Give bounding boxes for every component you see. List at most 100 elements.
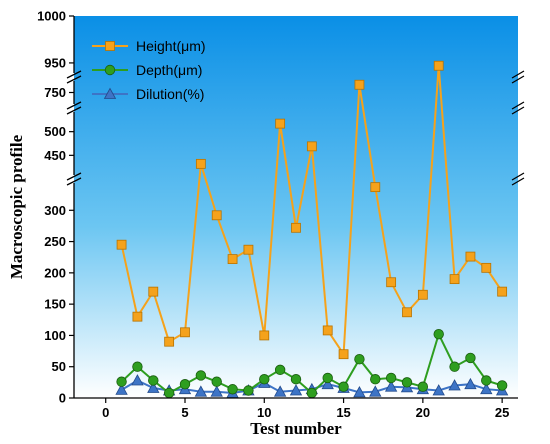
y-axis-title: Macroscopic profile	[7, 134, 26, 279]
data-point	[464, 377, 477, 390]
y-tick-label: 100	[44, 328, 66, 343]
data-point	[385, 372, 397, 384]
data-point	[497, 286, 508, 297]
data-point	[354, 354, 365, 365]
data-point	[338, 381, 349, 392]
y-tick-label: 300	[44, 203, 66, 218]
data-point	[179, 379, 191, 390]
axis-break-mark	[66, 70, 82, 79]
data-point	[481, 375, 492, 386]
data-point	[275, 118, 286, 129]
y-tick-label: 950	[44, 55, 66, 70]
data-point	[180, 327, 190, 338]
x-tick-label: 25	[495, 405, 509, 420]
data-point	[132, 311, 143, 322]
y-tick-label: 450	[44, 148, 66, 163]
data-point	[116, 376, 127, 387]
data-point	[259, 330, 270, 341]
legend-marker	[104, 64, 116, 76]
axis-break-mark	[511, 172, 525, 181]
data-point	[227, 384, 238, 395]
legend-item-0: Height(μm)	[92, 38, 206, 54]
x-tick-label: 20	[416, 405, 430, 420]
data-point	[386, 277, 397, 288]
axis-break-mark	[66, 177, 82, 186]
data-point	[227, 254, 238, 264]
plot-background	[74, 16, 518, 398]
data-point	[243, 244, 254, 255]
data-point	[131, 374, 144, 386]
y-tick-label: 500	[44, 124, 66, 139]
data-point	[338, 349, 349, 360]
x-tick-label: 0	[102, 405, 109, 420]
data-point	[306, 387, 318, 399]
axis-break-mark	[511, 75, 525, 84]
data-point	[449, 361, 460, 372]
data-point	[370, 374, 381, 385]
series-0	[116, 60, 508, 360]
legend-label: Depth(μm)	[136, 62, 202, 78]
data-point	[465, 251, 476, 262]
y-tick-label: 150	[44, 297, 66, 312]
axes: 0 50 100 150 200 250 300 450 500 750 950 1000 0 5 10 15…	[37, 9, 525, 420]
data-point	[148, 375, 159, 386]
data-point	[402, 307, 412, 318]
data-point	[211, 376, 222, 387]
data-point	[384, 380, 398, 392]
data-point	[433, 60, 444, 71]
data-point	[480, 382, 493, 395]
axis-break-mark	[66, 172, 82, 181]
data-point	[370, 182, 381, 193]
y-tick-label: 50	[52, 359, 66, 374]
data-point	[291, 222, 301, 233]
data-point	[259, 374, 270, 385]
data-point	[417, 289, 428, 300]
legend-label: Dilution(%)	[136, 86, 204, 102]
x-tick-label: 10	[257, 405, 271, 420]
x-axis-title: Test number	[250, 419, 342, 438]
data-point	[433, 328, 444, 340]
data-point	[163, 387, 175, 399]
axis-break-mark	[511, 106, 525, 115]
series-1	[116, 328, 508, 399]
data-point	[496, 380, 508, 391]
data-point	[289, 384, 303, 396]
legend-label: Height(μm)	[136, 38, 206, 54]
axis-break-mark	[66, 75, 82, 84]
data-point	[147, 381, 160, 393]
legend-item-2: Dilution(%)	[92, 86, 204, 102]
data-point	[321, 377, 334, 390]
data-point	[449, 274, 460, 285]
data-point	[369, 385, 382, 397]
data-point	[115, 383, 128, 395]
data-point	[290, 374, 302, 385]
x-tick-label: 5	[181, 405, 188, 420]
data-point	[211, 210, 222, 221]
data-point	[243, 385, 254, 396]
data-point	[481, 262, 492, 273]
legend-marker	[103, 87, 117, 99]
axis-break-mark	[66, 106, 82, 115]
data-point	[195, 370, 207, 381]
data-point	[164, 336, 175, 347]
axis-break-mark	[511, 70, 525, 79]
y-tick-label: 200	[44, 265, 66, 280]
data-point	[432, 384, 445, 396]
data-point	[210, 385, 223, 397]
data-point	[306, 141, 317, 152]
axis-break-mark	[511, 101, 525, 110]
x-tick-label: 15	[336, 405, 350, 420]
data-point	[116, 239, 127, 250]
axis-break-mark	[66, 101, 82, 110]
data-point	[354, 79, 365, 90]
data-point	[195, 158, 206, 169]
legend-item-1: Depth(μm)	[92, 62, 202, 78]
data-point	[401, 377, 413, 388]
legend: Height(μm) Depth(μm) Dilution(%)	[92, 38, 206, 102]
data-point	[465, 352, 476, 364]
data-point	[194, 385, 208, 397]
y-tick-label: 750	[44, 85, 66, 100]
data-point	[417, 381, 429, 392]
data-point	[322, 325, 333, 336]
